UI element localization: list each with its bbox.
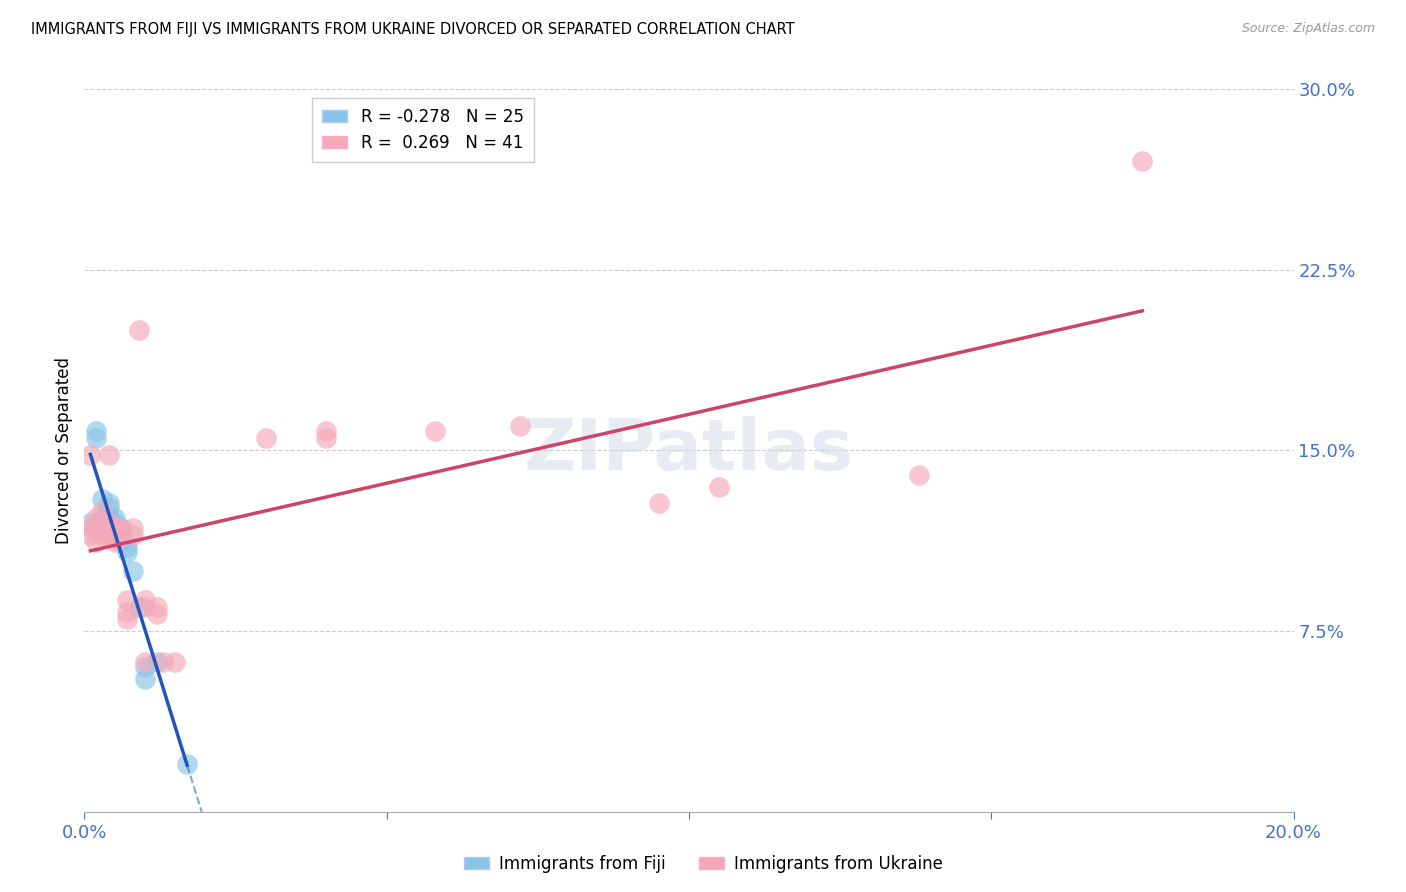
Point <box>134 656 156 670</box>
Point <box>907 467 929 482</box>
Point <box>104 511 127 525</box>
Point <box>509 419 531 434</box>
Point <box>97 520 120 534</box>
Text: ZIPatlas: ZIPatlas <box>524 416 853 485</box>
Point <box>1130 154 1153 169</box>
Point <box>254 431 277 445</box>
Point <box>176 756 198 771</box>
Point <box>86 535 108 549</box>
Point <box>86 424 108 438</box>
Point <box>79 527 101 541</box>
Point <box>110 527 132 541</box>
Point <box>423 424 446 438</box>
Point <box>115 592 138 607</box>
Point <box>91 520 114 534</box>
Point <box>104 516 127 530</box>
Point <box>104 520 127 534</box>
Point <box>709 480 731 494</box>
Point <box>315 431 337 445</box>
Text: Source: ZipAtlas.com: Source: ZipAtlas.com <box>1241 22 1375 36</box>
Point <box>110 527 132 541</box>
Point <box>86 511 108 525</box>
Point <box>115 605 138 619</box>
Point <box>104 535 127 549</box>
Point <box>134 660 156 674</box>
Point <box>79 520 101 534</box>
Point <box>121 520 143 534</box>
Point <box>146 656 169 670</box>
Point <box>86 520 108 534</box>
Point <box>86 431 108 445</box>
Point <box>110 520 132 534</box>
Point <box>115 540 138 554</box>
Point <box>97 516 120 530</box>
Y-axis label: Divorced or Separated: Divorced or Separated <box>55 357 73 544</box>
Point <box>134 592 156 607</box>
Point <box>91 491 114 506</box>
Point <box>97 496 120 510</box>
Point <box>115 544 138 558</box>
Point <box>134 673 156 687</box>
Point <box>134 599 156 614</box>
Point <box>110 535 132 549</box>
Point <box>91 503 114 517</box>
Point <box>146 607 169 622</box>
Point <box>97 501 120 516</box>
Point <box>104 527 127 541</box>
Point <box>97 520 120 534</box>
Point <box>91 511 114 525</box>
Point <box>104 527 127 541</box>
Point <box>315 424 337 438</box>
Point <box>79 448 101 462</box>
Point <box>79 516 101 530</box>
Point <box>165 656 187 670</box>
Point <box>115 612 138 626</box>
Point <box>121 564 143 578</box>
Point <box>97 527 120 541</box>
Point <box>91 527 114 541</box>
Point <box>104 520 127 534</box>
Text: IMMIGRANTS FROM FIJI VS IMMIGRANTS FROM UKRAINE DIVORCED OR SEPARATED CORRELATIO: IMMIGRANTS FROM FIJI VS IMMIGRANTS FROM … <box>31 22 794 37</box>
Point <box>128 323 150 337</box>
Point <box>128 599 150 614</box>
Point <box>97 511 120 525</box>
Point <box>110 520 132 534</box>
Point <box>121 527 143 541</box>
Legend: Immigrants from Fiji, Immigrants from Ukraine: Immigrants from Fiji, Immigrants from Uk… <box>457 848 949 880</box>
Point <box>91 516 114 530</box>
Point <box>146 599 169 614</box>
Point <box>648 496 671 510</box>
Point <box>97 448 120 462</box>
Legend: R = -0.278   N = 25, R =  0.269   N = 41: R = -0.278 N = 25, R = 0.269 N = 41 <box>312 97 534 161</box>
Point <box>91 520 114 534</box>
Point <box>152 656 174 670</box>
